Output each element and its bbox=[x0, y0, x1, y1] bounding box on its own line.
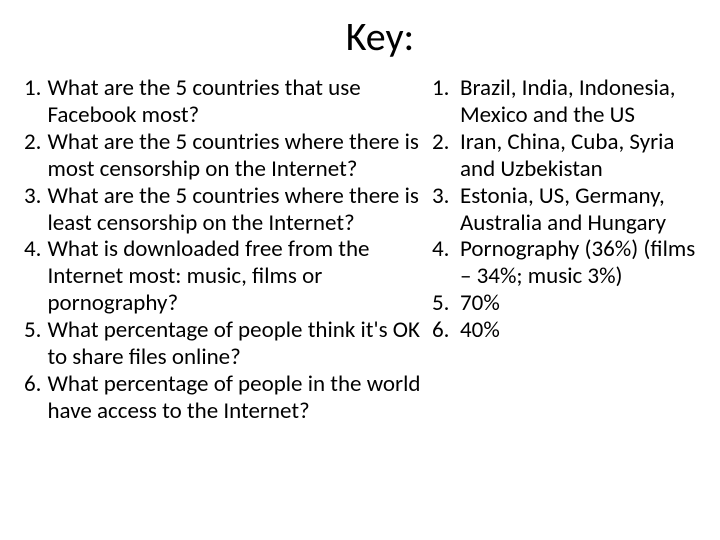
answer-text: Pornography (36%) (films – 34%; music 3%… bbox=[460, 236, 696, 290]
answer-number: 5. bbox=[432, 290, 460, 317]
answer-item: 5. 70% bbox=[432, 290, 696, 317]
question-text: What are the 5 countries where there is … bbox=[47, 183, 424, 237]
answer-number: 4. bbox=[432, 236, 460, 290]
answer-text: 70% bbox=[460, 290, 696, 317]
answer-text: Brazil, India, Indonesia, Mexico and the… bbox=[460, 75, 696, 129]
question-item: 6. What percentage of people in the worl… bbox=[24, 371, 424, 425]
question-number: 4. bbox=[24, 236, 47, 317]
question-number: 3. bbox=[24, 183, 47, 237]
question-text: What is downloaded free from the Interne… bbox=[47, 236, 424, 317]
question-item: 1. What are the 5 countries that use Fac… bbox=[24, 75, 424, 129]
question-number: 1. bbox=[24, 75, 47, 129]
answer-item: 4. Pornography (36%) (films – 34%; music… bbox=[432, 236, 696, 290]
answer-number: 1. bbox=[432, 75, 460, 129]
answer-text: Iran, China, Cuba, Syria and Uzbekistan bbox=[460, 129, 696, 183]
content-columns: 1. What are the 5 countries that use Fac… bbox=[24, 75, 696, 425]
question-number: 6. bbox=[24, 371, 47, 425]
answers-column: 1. Brazil, India, Indonesia, Mexico and … bbox=[432, 75, 696, 425]
answer-item: 1. Brazil, India, Indonesia, Mexico and … bbox=[432, 75, 696, 129]
question-text: What percentage of people think it's OK … bbox=[47, 317, 424, 371]
question-text: What percentage of people in the world h… bbox=[47, 371, 424, 425]
question-number: 2. bbox=[24, 129, 47, 183]
answer-item: 6. 40% bbox=[432, 317, 696, 344]
answer-text: 40% bbox=[460, 317, 696, 344]
answer-number: 3. bbox=[432, 183, 460, 237]
answer-number: 2. bbox=[432, 129, 460, 183]
questions-column: 1. What are the 5 countries that use Fac… bbox=[24, 75, 424, 425]
question-item: 3. What are the 5 countries where there … bbox=[24, 183, 424, 237]
page-title: Key: bbox=[64, 12, 696, 61]
answer-text: Estonia, US, Germany, Australia and Hung… bbox=[460, 183, 696, 237]
question-text: What are the 5 countries that use Facebo… bbox=[47, 75, 424, 129]
question-item: 5. What percentage of people think it's … bbox=[24, 317, 424, 371]
question-number: 5. bbox=[24, 317, 47, 371]
question-item: 2. What are the 5 countries where there … bbox=[24, 129, 424, 183]
question-item: 4. What is downloaded free from the Inte… bbox=[24, 236, 424, 317]
answer-item: 3. Estonia, US, Germany, Australia and H… bbox=[432, 183, 696, 237]
answer-number: 6. bbox=[432, 317, 460, 344]
answer-item: 2. Iran, China, Cuba, Syria and Uzbekist… bbox=[432, 129, 696, 183]
question-text: What are the 5 countries where there is … bbox=[47, 129, 424, 183]
